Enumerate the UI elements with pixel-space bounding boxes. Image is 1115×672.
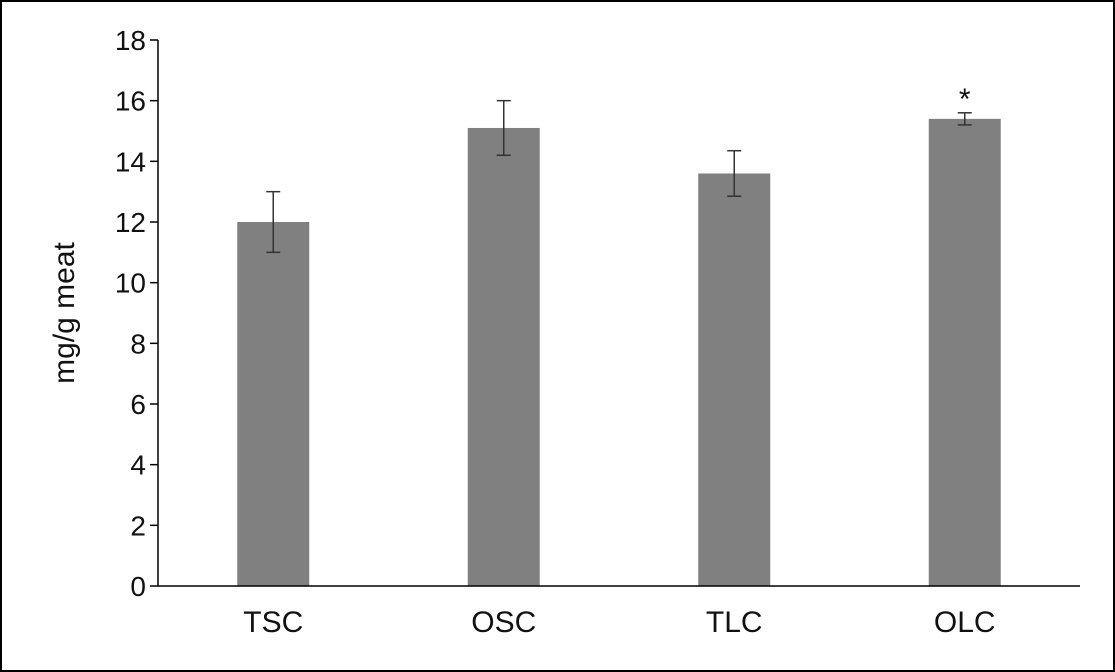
x-axis-labels: TSC OSC TLC OLC [243,606,995,639]
y-tick-label: 2 [130,510,146,541]
bar-tsc [237,222,310,586]
error-bar-osc [496,99,511,157]
y-tick-label: 6 [130,389,146,420]
y-tick-label: 12 [115,207,146,238]
y-tick-label: 18 [115,25,146,56]
y-tick-label: 8 [130,328,146,359]
bars [237,118,1001,586]
bar-olc [928,118,1001,586]
x-category-label: OLC [934,606,996,639]
error-bar-olc [957,112,972,126]
significance-marker: * [959,83,971,116]
x-category-label: OSC [471,606,536,639]
y-tick-label: 14 [115,146,146,177]
error-bars [266,99,972,254]
x-category-label: TSC [243,606,303,639]
bar-tlc [698,173,771,586]
error-bar-tsc [266,190,281,254]
bar-osc [467,127,540,586]
y-axis-ticks: 0 2 4 6 8 10 12 14 16 18 [115,25,158,602]
y-tick-label: 10 [115,268,146,299]
y-tick-label: 16 [115,86,146,117]
x-category-label: TLC [706,606,763,639]
y-tick-label: 0 [130,571,146,602]
y-axis-title: mg/g meat [48,241,81,383]
y-tick-label: 4 [130,450,146,481]
annotations: * [959,83,971,116]
error-bar-tlc [727,149,742,197]
